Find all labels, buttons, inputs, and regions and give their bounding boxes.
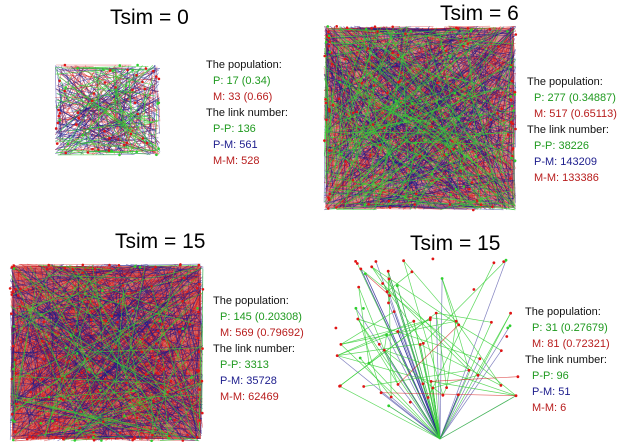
link-number-label: The link number:	[525, 354, 607, 366]
mm-link-count: M-M: 528	[213, 155, 260, 167]
p-count: P: 145 (0.20308)	[220, 311, 302, 323]
pp-link-count: P-P: 96	[532, 370, 569, 382]
population-label: The population:	[527, 76, 603, 88]
network-graph-tsim-15-sparse	[334, 257, 520, 440]
pm-link-count: P-M: 51	[532, 386, 571, 398]
link-number-label: The link number:	[527, 124, 609, 136]
pp-link-count: P-P: 136	[213, 123, 256, 135]
population-label: The population:	[206, 59, 282, 71]
p-count: P: 31 (0.27679)	[532, 322, 608, 334]
network-graph-tsim-6	[323, 25, 518, 212]
panel-4-stats: The population: P: 31 (0.27679) M: 81 (0…	[525, 307, 610, 419]
mm-link-count: M-M: 62469	[220, 391, 279, 403]
panel-2-stats: The population: P: 277 (0.34887) M: 517 …	[527, 77, 617, 189]
m-count: M: 517 (0.65113)	[534, 108, 617, 120]
link-number-label: The link number:	[206, 107, 288, 119]
m-count: M: 81 (0.72321)	[532, 338, 610, 350]
p-count: P: 277 (0.34887)	[534, 92, 616, 104]
network-graph-tsim-0	[54, 63, 161, 157]
panel-1-title: Tsim = 0	[110, 6, 189, 29]
population-label: The population:	[525, 306, 601, 318]
pp-link-count: P-P: 3313	[220, 359, 269, 371]
panel-2-title: Tsim = 6	[440, 2, 519, 25]
pm-link-count: P-M: 143209	[534, 156, 597, 168]
network-graph-tsim-15-dense	[8, 263, 205, 442]
pp-link-count: P-P: 38226	[534, 140, 590, 152]
panel-1-stats: The population: P: 17 (0.34) M: 33 (0.66…	[206, 60, 288, 172]
mm-link-count: M-M: 133386	[534, 172, 599, 184]
link-number-label: The link number:	[213, 343, 295, 355]
population-label: The population:	[213, 295, 289, 307]
panel-3-stats: The population: P: 145 (0.20308) M: 569 …	[213, 296, 304, 408]
panel-4-title: Tsim = 15	[410, 232, 501, 255]
m-count: M: 33 (0.66)	[213, 91, 273, 103]
p-count: P: 17 (0.34)	[213, 75, 271, 87]
m-count: M: 569 (0.79692)	[220, 327, 304, 339]
panel-3-title: Tsim = 15	[115, 230, 206, 253]
mm-link-count: M-M: 6	[532, 402, 567, 414]
pm-link-count: P-M: 561	[213, 139, 258, 151]
pm-link-count: P-M: 35728	[220, 375, 277, 387]
